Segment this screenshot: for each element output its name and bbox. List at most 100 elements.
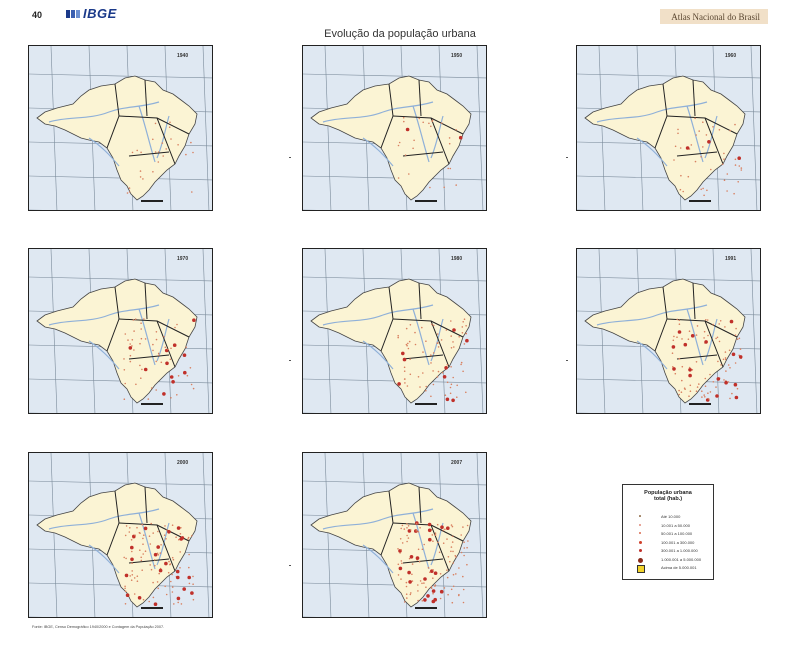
city-dot xyxy=(452,328,456,332)
city-dot xyxy=(677,128,679,131)
city-dot xyxy=(407,347,410,350)
city-dot xyxy=(124,573,129,578)
city-dot xyxy=(135,383,137,386)
city-dot xyxy=(124,585,126,588)
river-line xyxy=(704,115,718,159)
river-line xyxy=(596,304,708,326)
graticule-line xyxy=(577,412,591,413)
city-dot xyxy=(176,575,180,580)
city-dot xyxy=(133,593,136,595)
city-dot xyxy=(461,332,464,334)
city-dot xyxy=(136,580,139,582)
city-dot xyxy=(407,525,410,527)
city-dot xyxy=(672,367,676,371)
city-dot xyxy=(165,538,167,540)
city-dot xyxy=(179,551,181,553)
city-dot xyxy=(173,603,175,605)
city-dot xyxy=(679,147,682,149)
city-dot xyxy=(445,329,448,331)
city-dot xyxy=(123,556,125,559)
legend-symbol-dot-small xyxy=(639,532,641,534)
city-dot xyxy=(429,571,431,573)
river-line xyxy=(362,340,394,370)
state-border xyxy=(402,151,444,157)
map-panel-2000: 2000 xyxy=(28,452,213,618)
city-dot xyxy=(423,577,427,581)
city-dot xyxy=(727,381,730,383)
city-dot xyxy=(155,389,157,391)
brazil-outline xyxy=(310,482,472,608)
city-dot xyxy=(698,130,700,132)
graticule-line xyxy=(29,412,43,413)
map-year-label: 1991 xyxy=(725,256,737,262)
city-dot xyxy=(417,590,419,592)
city-dot xyxy=(452,550,454,553)
city-dot xyxy=(449,386,452,389)
city-dot xyxy=(132,319,135,321)
city-dot xyxy=(127,339,129,341)
city-dot xyxy=(431,534,434,536)
legend-symbol-dot-tiny xyxy=(639,515,641,517)
city-dot xyxy=(124,603,127,605)
city-dot xyxy=(737,181,739,183)
city-dot xyxy=(404,378,406,380)
city-dot xyxy=(176,394,178,396)
city-dot xyxy=(449,392,452,395)
city-dot xyxy=(443,587,446,589)
city-dot xyxy=(397,548,399,550)
city-dot xyxy=(404,382,406,384)
city-dot xyxy=(397,144,400,147)
city-dot xyxy=(703,337,705,339)
city-dot xyxy=(431,599,436,604)
city-dot xyxy=(415,530,418,532)
city-dot xyxy=(446,538,448,540)
city-dot xyxy=(734,123,736,126)
city-dot xyxy=(447,167,449,170)
city-dot xyxy=(442,375,447,379)
city-dot xyxy=(124,382,126,385)
city-dot xyxy=(447,556,450,558)
city-dot xyxy=(142,178,144,180)
city-dot xyxy=(180,603,183,605)
graticule-line xyxy=(303,276,486,282)
city-dot xyxy=(417,531,420,533)
city-dot xyxy=(142,553,144,555)
city-dot xyxy=(738,165,741,167)
river-line xyxy=(362,544,394,574)
city-dot xyxy=(131,574,134,576)
city-dot xyxy=(407,342,409,345)
city-dot xyxy=(397,563,400,566)
city-dot xyxy=(421,326,423,329)
ibge-logo-icon xyxy=(66,9,80,18)
city-dot xyxy=(694,117,696,120)
city-dot xyxy=(125,557,127,560)
city-dot xyxy=(131,151,134,154)
legend-symbol-dot-medium xyxy=(639,540,642,544)
legend-label: 300.001 a 1.000.000 xyxy=(661,548,698,553)
city-dot xyxy=(460,534,462,536)
city-dot xyxy=(406,385,409,387)
city-dot xyxy=(157,161,160,163)
city-dot xyxy=(425,389,427,392)
graticule-line xyxy=(577,209,591,210)
city-dot xyxy=(143,367,148,372)
city-dot xyxy=(186,374,189,377)
state-border xyxy=(430,320,464,338)
city-dot xyxy=(454,554,457,557)
city-dot xyxy=(192,583,194,585)
city-dot xyxy=(432,577,434,579)
city-dot xyxy=(171,380,175,384)
city-dot xyxy=(678,323,681,325)
city-dot xyxy=(434,585,436,587)
legend-label: 1.000.001 a 5.000.000 xyxy=(661,556,702,562)
city-dot xyxy=(176,526,181,530)
city-dot xyxy=(175,536,177,538)
city-dot xyxy=(191,191,193,193)
city-dot xyxy=(709,373,711,376)
river-line xyxy=(156,115,170,159)
city-dot xyxy=(696,325,699,327)
city-dot xyxy=(155,338,158,341)
city-dot xyxy=(738,355,743,359)
city-dot xyxy=(140,337,143,340)
city-dot xyxy=(436,376,439,378)
